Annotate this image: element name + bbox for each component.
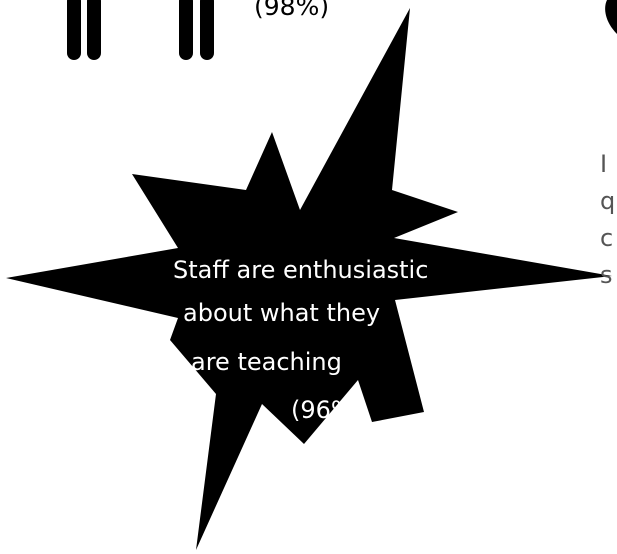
star-text-line-3: are teaching [191,348,342,376]
star-text-line-4: (96%) [291,396,364,424]
star-text-line-1: Staff are enthusiastic [173,256,429,284]
right-letter-2: q [600,187,616,215]
star-text-line-2: about what they [183,299,381,327]
partial-circle-icon [605,0,617,34]
right-partial-text: I q c s [600,146,617,294]
top-percent-label: (98%) [254,0,330,21]
people-legs-icon [67,0,214,60]
right-letter-3: c [600,224,614,252]
starburst-shape [6,8,612,550]
right-letter-4: s [600,261,613,289]
right-letter-1: I [600,150,608,178]
